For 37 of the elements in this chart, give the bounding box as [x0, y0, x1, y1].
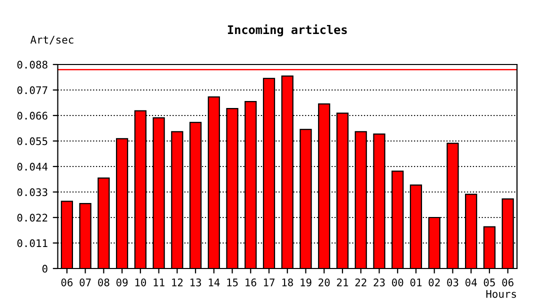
chart-title: Incoming articles	[228, 24, 347, 36]
x-tick-label: 22	[355, 278, 366, 286]
x-tick-label: 12	[172, 278, 183, 286]
x-tick-label: 16	[246, 278, 256, 286]
y-axis-title: Art/sec	[30, 36, 74, 44]
x-tick-label: 02	[428, 278, 440, 286]
x-tick-label: 19	[300, 278, 312, 286]
y-tick-label: 0.055	[17, 137, 48, 146]
x-tick-label: 20	[318, 278, 330, 286]
x-tick-label: 00	[392, 278, 404, 286]
y-tick-label: 0.088	[17, 60, 48, 69]
x-tick-label: 10	[135, 278, 146, 286]
x-tick-label: 05	[484, 278, 495, 286]
x-tick-label: 08	[98, 278, 110, 286]
x-tick-label: 15	[227, 278, 238, 286]
x-tick-label: 06	[502, 278, 514, 286]
x-tick-label: 09	[116, 278, 128, 286]
y-tick-label: 0.044	[17, 162, 48, 171]
x-tick-label: 03	[447, 278, 458, 286]
y-tick-label: 0	[42, 264, 48, 273]
x-tick-label: 01	[410, 278, 422, 286]
y-tick-label: 0.011	[17, 239, 48, 248]
x-tick-label: 18	[282, 278, 293, 286]
x-tick-label: 13	[190, 278, 202, 286]
x-tick-label: 11	[154, 278, 164, 286]
x-tick-label: 04	[465, 278, 477, 286]
y-tick-label: 0.066	[17, 112, 48, 120]
x-tick-label: 21	[336, 278, 348, 286]
y-tick-label: 0.077	[17, 86, 48, 94]
x-tick-label: 14	[208, 278, 220, 286]
y-tick-label: 0.033	[17, 188, 48, 196]
x-tick-label: 17	[264, 278, 274, 286]
x-axis-title: Hours	[486, 290, 516, 298]
x-tick-label: 06	[61, 278, 73, 286]
x-tick-label: 23	[374, 278, 385, 286]
x-tick-label: 07	[80, 278, 91, 286]
y-tick-label: 0.022	[17, 214, 48, 222]
